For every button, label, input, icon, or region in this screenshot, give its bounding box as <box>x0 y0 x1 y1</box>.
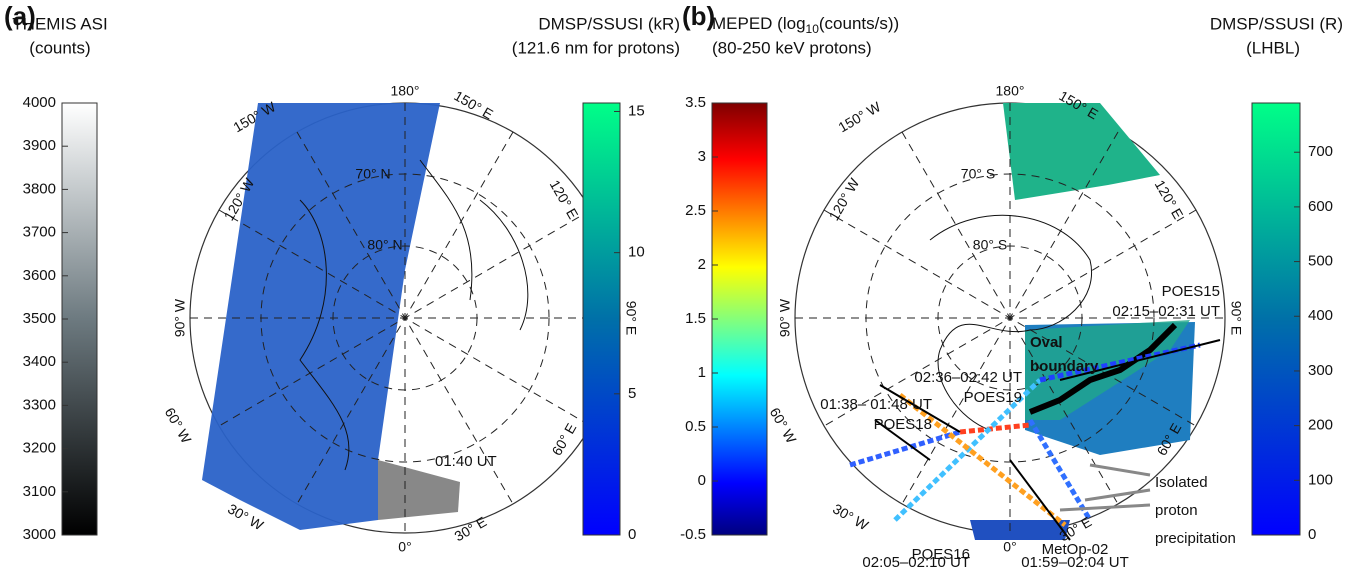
colorbar-title: (121.6 nm for protons) <box>512 38 680 57</box>
annotation: Isolated <box>1155 474 1208 491</box>
colorbar-tick-label: 0 <box>1308 526 1316 543</box>
colorbar-tick-label: 3400 <box>23 353 56 370</box>
colorbar-title: MEPED (log10(counts/s)) <box>712 14 899 36</box>
colorbar <box>582 102 621 536</box>
colorbar-tick-label: 500 <box>1308 253 1333 270</box>
colorbar <box>1251 102 1301 536</box>
map-label: 90° W <box>172 298 188 337</box>
colorbar-tick-label: 400 <box>1308 307 1333 324</box>
map-label: 80° N <box>367 237 402 253</box>
annotation: POES16 <box>912 546 970 563</box>
colorbar-tick-label: 3700 <box>23 224 56 241</box>
colorbar-tick-label: -0.5 <box>680 526 706 543</box>
title-subscript: 10 <box>806 22 820 36</box>
panel-label: (b) <box>682 1 715 31</box>
colorbar-tick-label: 3500 <box>23 310 56 327</box>
colorbar-title: (counts) <box>29 38 90 57</box>
map-label: 70° N <box>355 166 390 182</box>
map-label: 70° S <box>961 166 995 182</box>
map-label: 60° W <box>767 405 800 447</box>
colorbar-tick-label: 5 <box>628 385 636 402</box>
map-label: 80° S <box>973 237 1007 253</box>
title-part: (counts/s)) <box>819 14 899 33</box>
colorbar-tick-label: 3900 <box>23 137 56 154</box>
panel-label: (a) <box>4 1 36 31</box>
annotation: POES19 <box>964 389 1022 406</box>
colorbar-title: DMSP/SSUSI (R) <box>1210 14 1343 33</box>
annotation: POES18 <box>874 416 932 433</box>
colorbar-tick-label: 3300 <box>23 396 56 413</box>
annotation: precipitation <box>1155 530 1236 547</box>
annotation: 01:38– 01:48 UT <box>820 396 932 413</box>
colorbar-tick-label: 1 <box>698 364 706 381</box>
annotation: MetOp-02 <box>1042 541 1109 558</box>
colorbar-tick-label: 3600 <box>23 267 56 284</box>
colorbar-tick-label: 0 <box>628 526 636 543</box>
map-a <box>189 102 621 534</box>
map-label: 180° <box>996 83 1025 99</box>
map-label: 60° W <box>162 405 195 447</box>
colorbar-tick-label: 600 <box>1308 198 1333 215</box>
colorbar-tick-label: 300 <box>1308 362 1333 379</box>
map-label: 90° E <box>1228 301 1244 335</box>
annotation: proton <box>1155 502 1198 519</box>
colorbar-title: (LHBL) <box>1246 38 1300 57</box>
annotation: 02:15–02:31 UT <box>1112 303 1220 320</box>
map-label: 180° <box>391 83 420 99</box>
colorbar-tick-label: 15 <box>628 102 645 119</box>
colorbar-tick-label: 1.5 <box>685 310 706 327</box>
colorbar-title: DMSP/SSUSI (kR) <box>538 14 680 33</box>
map-label: 90° E <box>623 301 639 335</box>
colorbar-tick-label: 3200 <box>23 440 56 457</box>
map-label: 30° W <box>830 500 872 533</box>
map-label: 0° <box>398 539 411 555</box>
annotation: 01:59–02:04 UT <box>1021 554 1129 571</box>
colorbar-tick-label: 0 <box>698 472 706 489</box>
annotation: Oval <box>1030 334 1063 351</box>
map-label: 150° W <box>835 98 884 135</box>
map-label: 0° <box>1003 539 1016 555</box>
title-part: MEPED (log <box>712 14 806 33</box>
colorbar-tick-label: 3100 <box>23 483 56 500</box>
annotation: 02:05–02:10 UT <box>862 554 970 571</box>
colorbar-tick-label: 3000 <box>23 526 56 543</box>
colorbar-tick-label: 3 <box>698 148 706 165</box>
map-label: 90° W <box>777 298 793 337</box>
map-b <box>794 102 1226 541</box>
colorbar-tick-label: 2.5 <box>685 202 706 219</box>
colorbar-tick-label: 4000 <box>23 94 56 111</box>
annotation: boundary <box>1030 358 1099 375</box>
colorbar-tick-label: 10 <box>628 244 645 261</box>
colorbar-tick-label: 0.5 <box>685 418 706 435</box>
colorbar-tick-label: 3800 <box>23 180 56 197</box>
annotation: POES15 <box>1162 283 1220 300</box>
colorbar-tick-label: 3.5 <box>685 94 706 111</box>
colorbar-tick-label: 2 <box>698 256 706 273</box>
colorbar-title: (80-250 keV protons) <box>712 38 872 57</box>
colorbar-tick-label: 700 <box>1308 143 1333 160</box>
colorbar-tick-label: 200 <box>1308 417 1333 434</box>
colorbar-tick-label: 100 <box>1308 471 1333 488</box>
colorbar-title: THEMIS ASI <box>12 14 107 33</box>
annotation: 01:40 UT <box>435 453 497 470</box>
colorbar <box>711 102 768 536</box>
annotation: 02:36–02:42 UT <box>914 369 1022 386</box>
